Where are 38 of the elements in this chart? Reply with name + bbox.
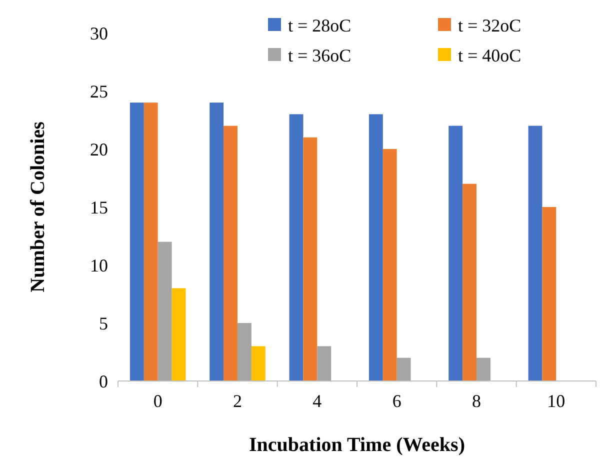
legend-label: t = 36oC (288, 45, 352, 66)
y-axis-title: Number of Colonies (27, 121, 49, 292)
bar (224, 126, 238, 381)
bar (289, 114, 304, 381)
bar (317, 346, 332, 381)
bar (382, 149, 397, 381)
y-tick-label: 5 (99, 313, 108, 334)
bar (251, 346, 266, 381)
bar (158, 242, 172, 381)
bar (303, 137, 318, 381)
y-tick-label: 10 (90, 255, 108, 276)
bar (144, 102, 158, 381)
y-tick-label: 25 (90, 81, 108, 102)
bar (210, 102, 224, 381)
x-tick-label: 8 (472, 391, 481, 411)
bar (476, 358, 490, 381)
legend-label: t = 40oC (458, 45, 522, 66)
bar (542, 207, 556, 381)
bar (368, 114, 383, 381)
bar (462, 184, 476, 381)
y-tick-label: 30 (90, 23, 108, 44)
legend-label: t = 32oC (458, 15, 522, 36)
y-tick-label: 15 (90, 197, 108, 218)
y-tick-label: 20 (90, 139, 108, 160)
x-tick-label: 2 (233, 391, 242, 411)
x-axis-title: Incubation Time (Weeks) (249, 434, 465, 456)
bar (238, 323, 252, 381)
x-tick-label: 10 (547, 391, 566, 411)
x-tick-label: 6 (392, 391, 402, 411)
bar (448, 126, 463, 381)
legend-label: t = 28oC (288, 15, 352, 36)
bar (396, 358, 411, 381)
bar (130, 102, 144, 381)
y-tick-label: 0 (99, 371, 108, 392)
x-tick-label: 4 (312, 391, 322, 411)
x-tick-label: 0 (153, 391, 162, 411)
bar (172, 288, 186, 381)
bar (528, 126, 542, 381)
